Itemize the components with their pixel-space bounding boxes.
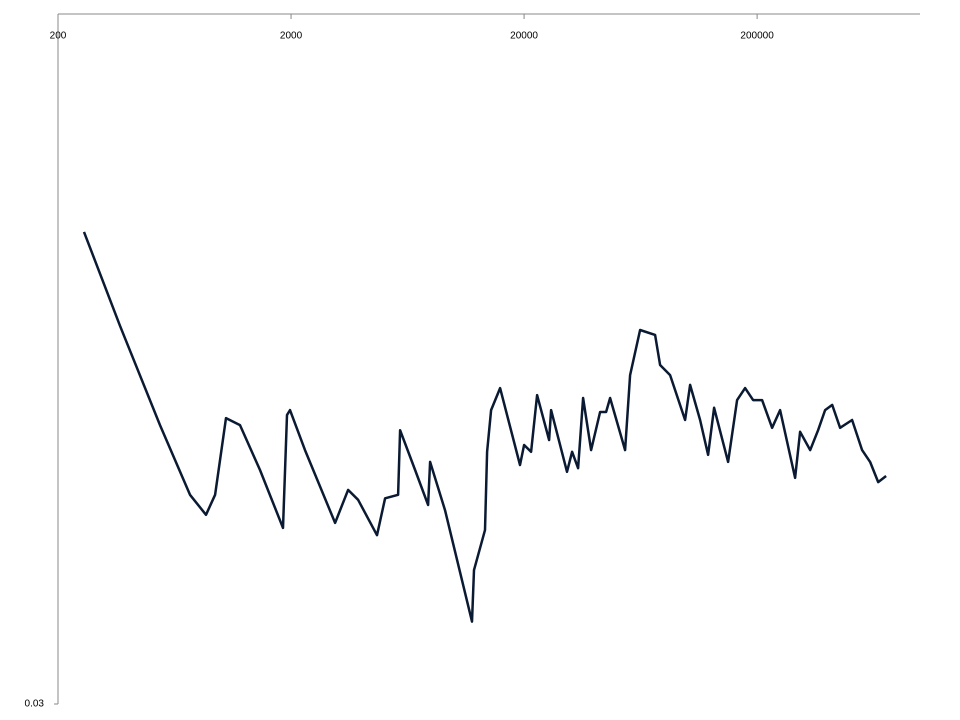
x-tick-label: 20000 [510,31,538,42]
y-tick-label: 0.03 [25,699,45,710]
x-tick-label: 2000 [280,31,303,42]
line [82,231,887,623]
x-tick-label: 200 [50,31,67,42]
x-tick-label: 200000 [740,31,774,42]
